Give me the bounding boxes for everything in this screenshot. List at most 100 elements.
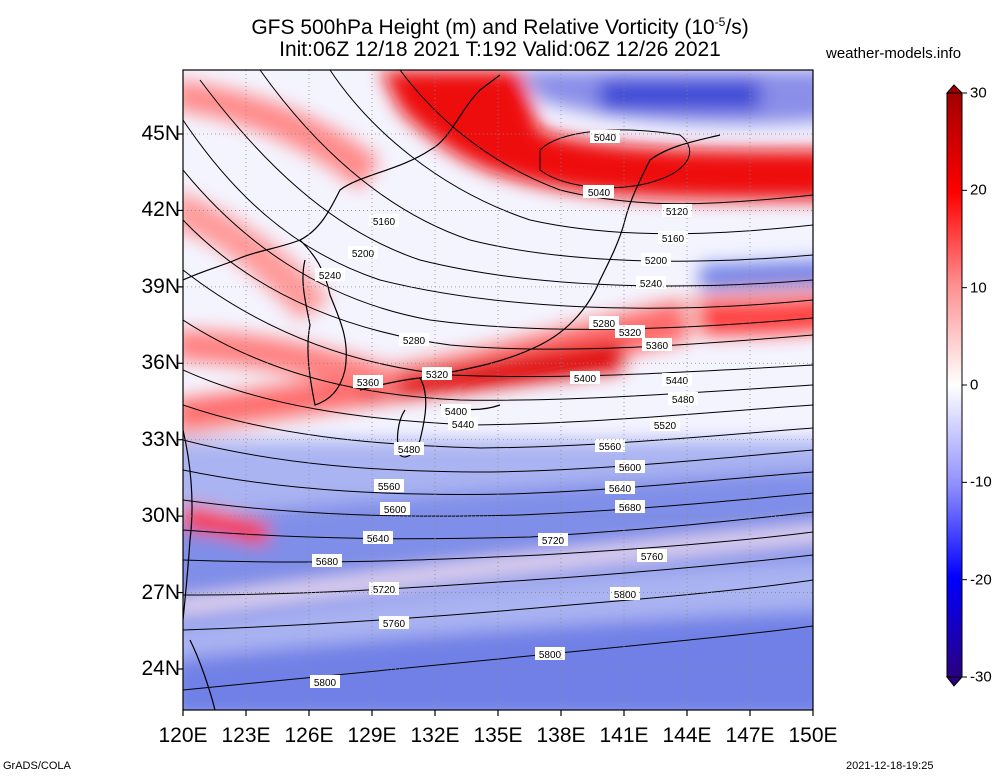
svg-text:5360: 5360 xyxy=(357,378,380,389)
contour-label: 5400 xyxy=(570,371,600,385)
svg-text:5560: 5560 xyxy=(599,442,622,453)
lat-label: 27N xyxy=(141,580,180,604)
svg-text:5160: 5160 xyxy=(662,234,685,245)
svg-text:5200: 5200 xyxy=(352,249,375,260)
contour-label: 5320 xyxy=(422,367,452,381)
svg-text:5800: 5800 xyxy=(614,590,637,601)
svg-text:5640: 5640 xyxy=(609,484,632,495)
contour-label: 5800 xyxy=(535,647,565,661)
lon-label: 141E xyxy=(599,724,649,747)
svg-text:5480: 5480 xyxy=(398,445,421,456)
svg-text:5240: 5240 xyxy=(319,271,342,282)
vorticity-field xyxy=(183,70,813,710)
colorbar-label: 0 xyxy=(970,376,979,394)
map-title-line1: GFS 500hPa Height (m) and Relative Vorti… xyxy=(120,10,880,40)
coastlines xyxy=(183,74,721,710)
svg-text:5720: 5720 xyxy=(542,536,565,547)
colorbar-label: 30 xyxy=(970,84,987,102)
lon-label: 135E xyxy=(473,724,523,747)
contour-label: 5760 xyxy=(379,616,409,630)
height-contour xyxy=(329,70,813,235)
lon-label: 129E xyxy=(347,724,397,747)
contour-label: 5120 xyxy=(662,204,692,218)
lon-label: 138E xyxy=(536,724,586,747)
contour-label: 5560 xyxy=(374,479,404,493)
lat-label: 30N xyxy=(141,504,180,528)
contour-label: 5720 xyxy=(369,582,399,596)
svg-text:5320: 5320 xyxy=(426,370,449,381)
contour-label: 5200 xyxy=(348,246,378,260)
contour-label: 5680 xyxy=(615,500,645,514)
svg-text:5560: 5560 xyxy=(378,482,401,493)
height-contour xyxy=(183,579,813,631)
lon-label: 147E xyxy=(725,724,775,747)
svg-text:5680: 5680 xyxy=(316,557,339,568)
svg-text:5040: 5040 xyxy=(594,133,617,144)
height-contour xyxy=(183,319,813,401)
lon-label: 126E xyxy=(284,724,334,747)
svg-text:5600: 5600 xyxy=(384,505,407,516)
height-contour xyxy=(183,492,813,517)
lat-label: 39N xyxy=(141,274,180,298)
height-contour xyxy=(539,129,690,189)
contour-label: 5280 xyxy=(589,316,619,330)
title-text: GFS 500hPa Height (m) and Relative Vorti… xyxy=(251,16,715,39)
colorbar-label: -20 xyxy=(970,571,992,589)
lat-lon-grid xyxy=(182,70,814,710)
colorbar-label: -10 xyxy=(970,473,992,491)
lon-label: 120E xyxy=(158,724,208,747)
svg-text:5200: 5200 xyxy=(645,256,668,267)
height-contour xyxy=(183,554,813,596)
svg-text:5800: 5800 xyxy=(539,650,562,661)
svg-text:5360: 5360 xyxy=(646,341,669,352)
height-contour xyxy=(399,70,813,205)
contour-label: 5240 xyxy=(315,268,345,282)
contour-label: 5640 xyxy=(605,481,635,495)
colorbar-label: 20 xyxy=(970,181,987,199)
svg-text:5680: 5680 xyxy=(619,503,642,514)
grads-credit: GrADS/COLA xyxy=(3,760,71,772)
svg-text:5400: 5400 xyxy=(574,374,597,385)
title-text-end: /s) xyxy=(725,16,749,39)
contour-label: 5480 xyxy=(668,392,698,406)
height-contour xyxy=(183,439,813,473)
contour-label: 5760 xyxy=(637,549,667,563)
contour-label: 5240 xyxy=(636,276,666,290)
contour-label: 5600 xyxy=(380,502,410,516)
colorbar-ticks xyxy=(962,92,967,678)
contour-label: 5400 xyxy=(441,404,471,418)
contour-label: 5800 xyxy=(310,675,340,689)
lat-label: 36N xyxy=(141,351,180,375)
contour-label: 5520 xyxy=(650,418,680,432)
svg-text:5440: 5440 xyxy=(666,376,689,387)
colorbar-top-arrow xyxy=(945,84,964,94)
contour-label: 5160 xyxy=(369,214,399,228)
svg-text:5760: 5760 xyxy=(383,619,406,630)
svg-text:5440: 5440 xyxy=(452,420,475,431)
contour-label: 5360 xyxy=(642,338,672,352)
contour-label: 5680 xyxy=(312,554,342,568)
timestamp: 2021-12-18-19:25 xyxy=(846,760,934,772)
svg-text:5280: 5280 xyxy=(403,336,426,347)
contour-label: 5480 xyxy=(394,442,424,456)
svg-text:5160: 5160 xyxy=(373,217,396,228)
svg-text:5320: 5320 xyxy=(619,328,642,339)
lat-label: 42N xyxy=(141,198,180,222)
svg-text:5640: 5640 xyxy=(367,534,390,545)
contour-label: 5040 xyxy=(590,130,620,144)
svg-text:5760: 5760 xyxy=(641,552,664,563)
contour-label: 5440 xyxy=(662,373,692,387)
lon-label: 144E xyxy=(662,724,712,747)
colorbar xyxy=(946,92,963,678)
svg-text:5120: 5120 xyxy=(666,207,689,218)
lat-label: 45N xyxy=(141,122,180,145)
contour-label: 5160 xyxy=(658,231,688,245)
height-contour xyxy=(183,469,813,495)
height-contour xyxy=(183,219,813,350)
contour-label: 5800 xyxy=(610,587,640,601)
contour-label: 5280 xyxy=(399,333,429,347)
height-contour xyxy=(183,511,813,540)
svg-text:5720: 5720 xyxy=(373,585,396,596)
svg-text:5520: 5520 xyxy=(654,421,677,432)
